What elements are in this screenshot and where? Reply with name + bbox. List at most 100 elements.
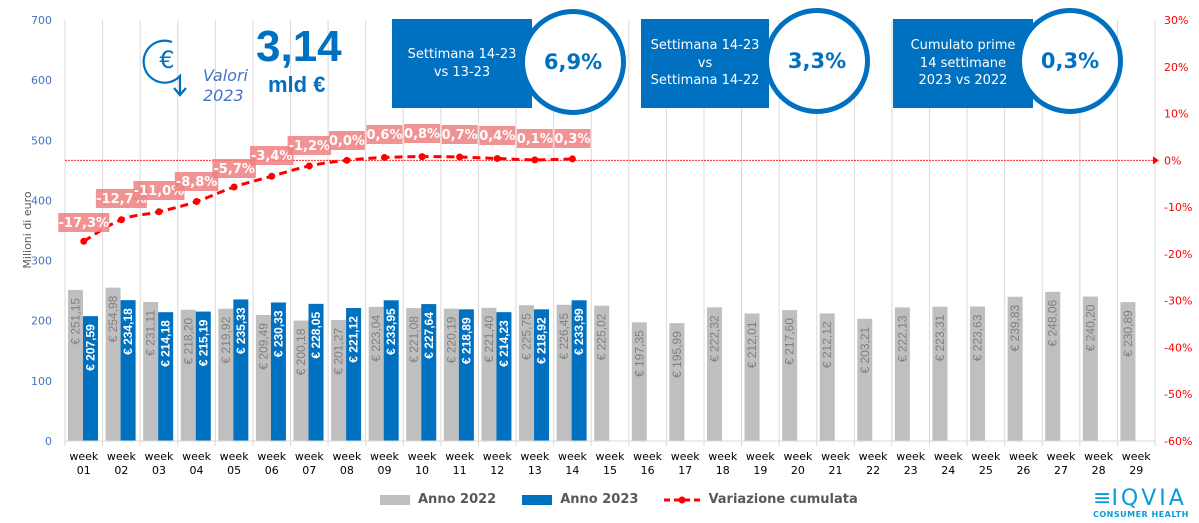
y2-tick-label: -40%	[1164, 341, 1192, 354]
kpi-label: vs	[697, 55, 713, 71]
bar-2023	[195, 311, 211, 441]
bar-label-2022: € 218,20	[181, 317, 195, 364]
legend-2023: Anno 2023	[522, 492, 638, 507]
y-tick-label: 500	[31, 134, 52, 147]
bar-2023	[233, 299, 249, 441]
x-tick-label: 29	[1129, 464, 1143, 477]
line-point	[418, 153, 426, 161]
bar-label-2022: € 240,20	[1083, 304, 1097, 351]
x-tick-label: week	[859, 450, 889, 463]
x-tick-label: 04	[190, 464, 204, 477]
kpi-cumulative-box: Cumulato prime 14 settimane 2023 vs 2022	[893, 19, 1033, 108]
iqvia-logo: ≡IQVIA CONSUMER HEALTH	[1093, 486, 1189, 520]
x-tick-label: week	[145, 450, 175, 463]
x-tick-label: 07	[302, 464, 316, 477]
x-tick-label: week	[220, 450, 250, 463]
bar-2023	[496, 312, 512, 441]
line-label-bg	[516, 129, 553, 148]
x-tick-label: week	[257, 450, 287, 463]
y2-tick-label: -60%	[1164, 435, 1192, 448]
x-tick-label: 19	[753, 464, 767, 477]
bar-label-2023: € 230,33	[271, 310, 285, 357]
line-label-bg	[441, 125, 478, 144]
valori-line2: 2023	[203, 86, 244, 105]
x-tick-label: week	[520, 450, 550, 463]
x-tick-label: 22	[866, 464, 880, 477]
line-label-bg	[174, 172, 219, 191]
x-tick-label: week	[821, 450, 851, 463]
bar-label-2022: € 254,98	[106, 295, 120, 342]
bar-label-2023: € 218,92	[535, 317, 549, 364]
x-tick-label: 02	[114, 464, 128, 477]
x-tick-label: 18	[716, 464, 730, 477]
bar-label-2022: € 223,63	[971, 314, 985, 361]
kpi-yoy-value: 3,3%	[764, 8, 870, 114]
legend-swatch-2023	[522, 494, 553, 505]
line-label: -11,0%	[134, 184, 185, 199]
bar-2022	[481, 307, 497, 441]
bar-2022	[218, 308, 234, 441]
bar-label-2022: € 221,40	[482, 316, 496, 363]
cumulative-line	[80, 153, 576, 245]
bar-label-2022: € 200,18	[294, 328, 308, 375]
y2-tick-label: -20%	[1164, 248, 1192, 261]
bar-label-2023: € 235,33	[234, 307, 248, 354]
x-tick-label: week	[295, 450, 325, 463]
line-label-bg	[249, 146, 294, 165]
y-axis-title: Milioni di euro	[21, 191, 34, 268]
bar-2022	[1120, 302, 1136, 441]
line-point	[230, 183, 238, 191]
bar-2022	[782, 310, 798, 441]
bar-2022	[932, 306, 948, 441]
x-tick-label: week	[332, 450, 362, 463]
bar-2022	[819, 313, 835, 441]
x-tick-label: week	[1084, 450, 1114, 463]
bar-label-2022: € 220,19	[444, 316, 458, 363]
legend-label-2023: Anno 2023	[560, 492, 639, 507]
x-tick-label: week	[783, 450, 813, 463]
kpi-weekly-box: Settimana 14-23 vs 13-23	[392, 19, 532, 108]
bar-2023	[83, 316, 98, 441]
zero-arrow-icon	[1153, 156, 1159, 165]
x-tick-label: 23	[904, 464, 918, 477]
bar-2022	[293, 320, 309, 441]
bar-2022	[443, 308, 459, 441]
kpi-label: vs 13-23	[433, 64, 491, 80]
y2-tick-label: 0%	[1164, 154, 1181, 167]
bar-2022	[594, 305, 610, 441]
bars: € 251,15 € 254,98 € 231,11 € 218,20 € 219,92…	[68, 287, 1136, 441]
line-point	[80, 237, 88, 245]
bar-2022	[519, 305, 535, 441]
line-label: -5,7%	[213, 162, 254, 177]
legend-swatch-2022	[380, 494, 410, 505]
bar-label-2023: € 228,05	[309, 312, 323, 359]
kpi-label: Cumulato prime	[910, 38, 1016, 54]
bar-2022	[1082, 296, 1098, 441]
bar-label-2022: € 201,27	[332, 328, 346, 375]
bar-2022	[255, 315, 271, 441]
line-label-bg	[58, 213, 110, 232]
x-tick-label: week	[633, 450, 663, 463]
x-tick-label: 25	[979, 464, 993, 477]
bar-2022	[105, 287, 121, 441]
line-point	[305, 162, 313, 170]
euro-down-arrow-icon	[142, 39, 187, 97]
bar-2022	[368, 306, 384, 441]
legend: Anno 2022 Anno 2023 Variazione cumulata	[380, 492, 884, 507]
line-point	[380, 154, 388, 162]
line-label-bg	[287, 136, 332, 155]
bar-2022	[970, 306, 986, 441]
y-tick-label: 400	[31, 194, 52, 207]
bar-label-2023: € 227,64	[422, 312, 436, 359]
y2-tick-label: -10%	[1164, 201, 1192, 214]
bar-2022	[143, 302, 159, 441]
bar-2022	[1045, 291, 1061, 441]
logo-lines-icon: ≡	[1093, 486, 1112, 511]
bar-label-2022: € 225,75	[520, 313, 534, 360]
bar-2022	[669, 323, 685, 441]
bar-2023	[571, 300, 587, 441]
x-tick-label: 17	[678, 464, 692, 477]
bar-label-2022: € 219,92	[219, 316, 233, 363]
x-tick-label: week	[1047, 450, 1077, 463]
line-label: -8,8%	[176, 175, 217, 190]
